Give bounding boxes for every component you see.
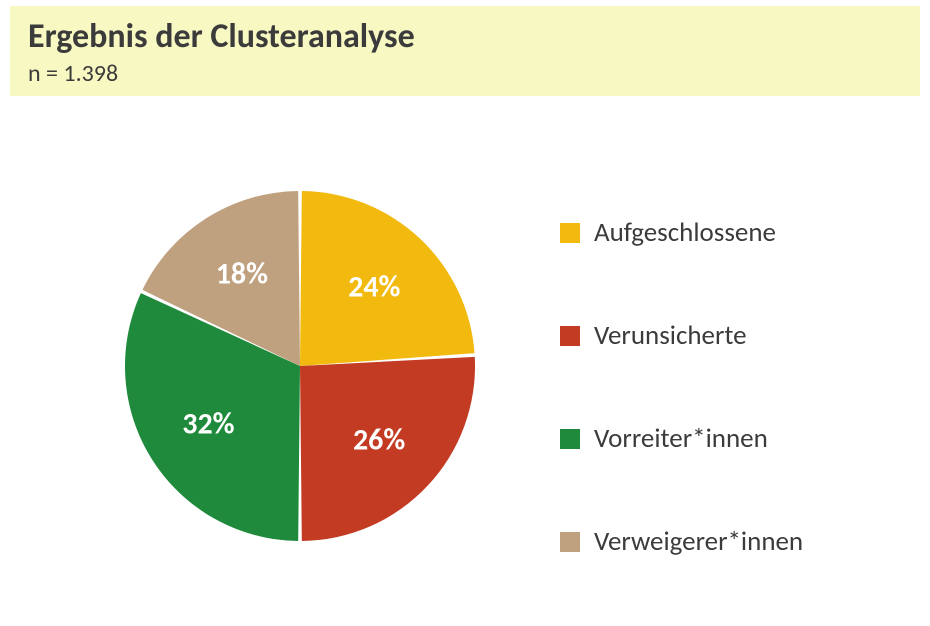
legend-swatch [560,223,580,243]
legend-item: Verunsicherte [560,319,803,352]
chart-area: 24% 26% 32% 18% Aufgeschlossene Verunsichert… [0,96,930,596]
legend-label: Verunsicherte [594,319,747,352]
pie-slice-label: 18% [216,256,268,293]
pie-slice-label: 24% [348,268,400,305]
legend-label: Aufgeschlossene [594,216,776,249]
chart-title: Ergebnis der Clusteranalyse [28,16,902,57]
legend: Aufgeschlossene Verunsicherte Vorreiter*in… [560,216,803,558]
legend-item: Aufgeschlossene [560,216,803,249]
legend-item: Verweigerer*innen [560,525,803,558]
legend-swatch [560,326,580,346]
chart-subtitle: n = 1.398 [28,59,902,88]
legend-label: Verweigerer*innen [594,525,803,558]
pie-slice-label: 26% [353,422,405,459]
pie-slice-label: 32% [182,406,234,443]
header-panel: Ergebnis der Clusteranalyse n = 1.398 [10,6,920,96]
legend-swatch [560,429,580,449]
legend-swatch [560,532,580,552]
pie-chart: 24% 26% 32% 18% [123,189,477,543]
legend-label: Vorreiter*innen [594,422,768,455]
legend-item: Vorreiter*innen [560,422,803,455]
